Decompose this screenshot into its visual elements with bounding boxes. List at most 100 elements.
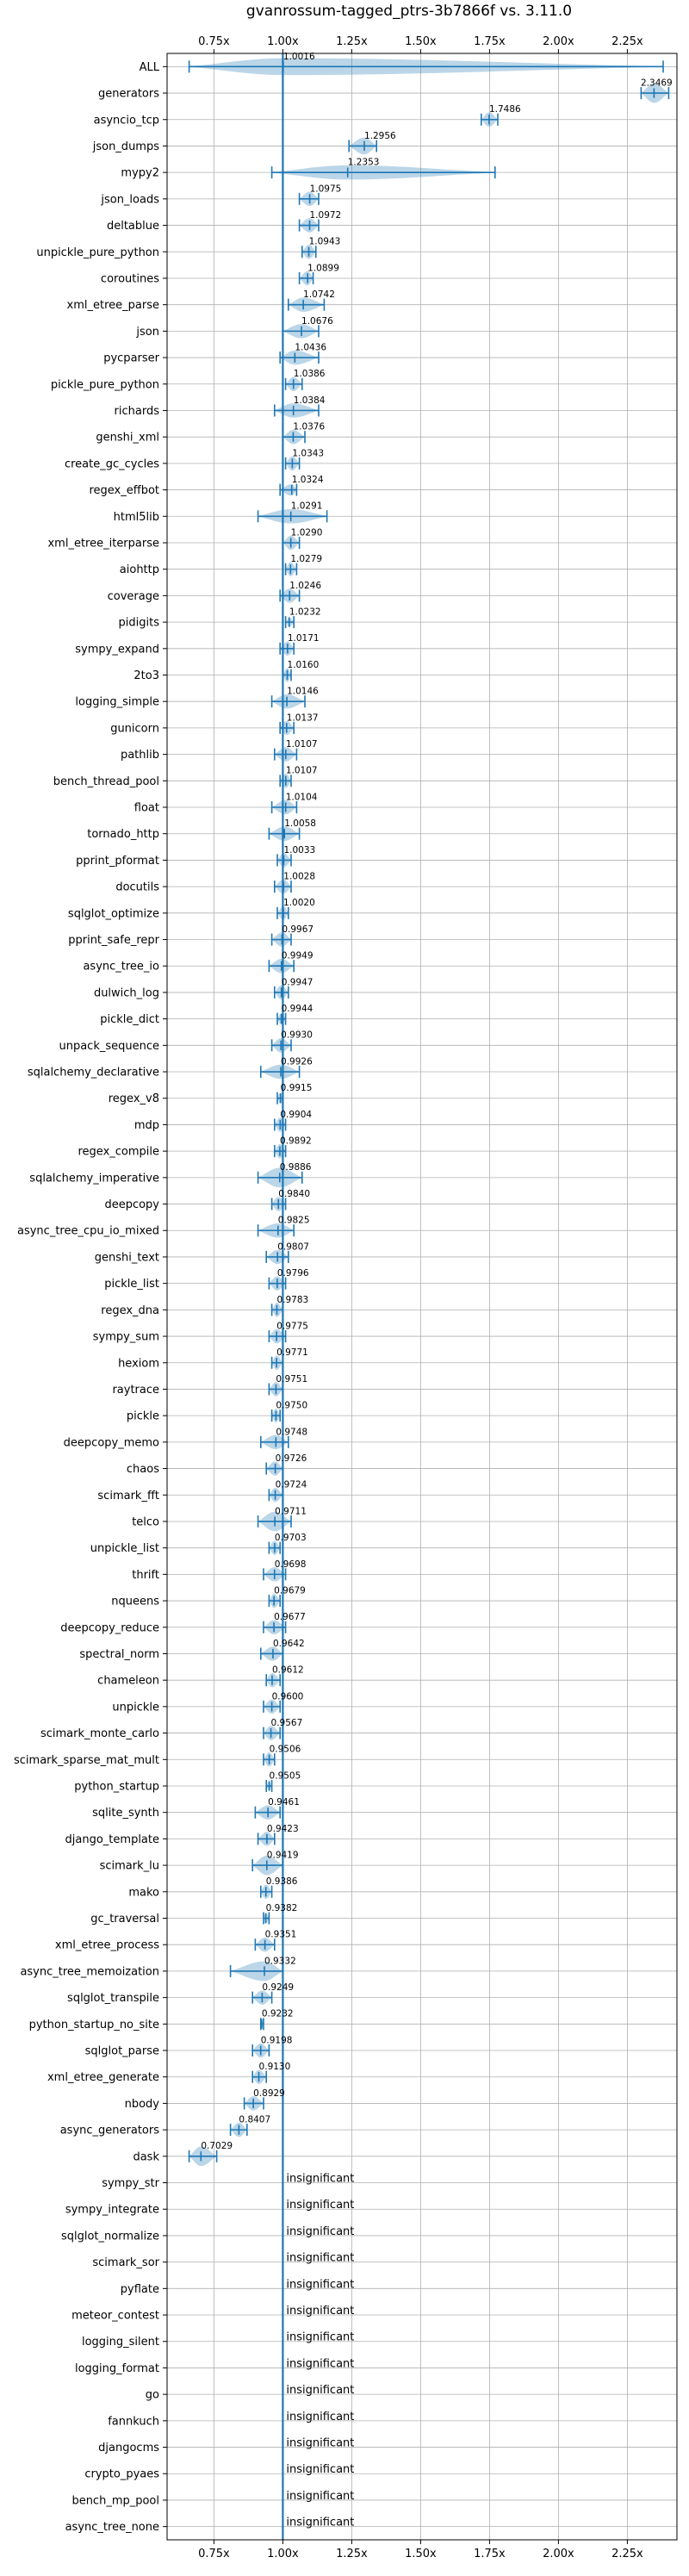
y-tick-label: async_generators xyxy=(60,2125,160,2137)
data-label: 0.9930 xyxy=(281,1030,313,1041)
data-label: 0.8929 xyxy=(253,2088,285,2099)
y-tick-label: unpickle_list xyxy=(90,1542,159,1555)
insignificant-label: insignificant xyxy=(286,2225,354,2238)
data-label: 0.9703 xyxy=(275,1533,307,1543)
y-tick-label: deepcopy_reduce xyxy=(60,1621,159,1634)
data-label: 0.9505 xyxy=(270,1770,301,1781)
data-label: 1.0160 xyxy=(288,660,320,670)
data-label: 0.9386 xyxy=(266,1876,298,1887)
x-axis: 0.75x 0.75x 1.00x 1.00x 1.25x 1.25x 1.50x 1.50x… xyxy=(198,35,643,2560)
violins xyxy=(189,58,669,2167)
y-tick-label: pathlib xyxy=(121,749,159,762)
y-tick-label: scimark_sparse_mat_mult xyxy=(14,1754,159,1767)
y-tick-label: html5lib xyxy=(114,511,159,524)
y-tick-label: sympy_str xyxy=(102,2177,159,2190)
data-label: 1.2956 xyxy=(364,131,396,141)
y-tick-label: sympy_integrate xyxy=(65,2204,159,2217)
data-label: 0.9382 xyxy=(266,1903,298,1913)
y-tick-label: unpickle xyxy=(112,1701,159,1714)
y-tick-label: pidigits xyxy=(119,617,160,630)
y-tick-label: python_startup xyxy=(74,1780,159,1793)
data-label: 1.0107 xyxy=(286,739,318,750)
data-label: 1.0742 xyxy=(303,289,335,300)
data-label: 0.9130 xyxy=(259,2062,291,2072)
insignificant-label: insignificant xyxy=(286,2199,354,2212)
y-tick-label: pickle_pure_python xyxy=(51,378,159,391)
y-tick-label: generators xyxy=(98,88,159,101)
data-label: 1.0676 xyxy=(301,316,333,327)
data-label: 1.0171 xyxy=(288,633,320,644)
y-tick-label: float xyxy=(134,802,159,815)
y-tick-label: 2to3 xyxy=(133,669,159,682)
data-labels: 1.0016 2.3469 1.7486 1.2956 1.2353 1.0975 1.09… xyxy=(201,52,672,2529)
y-tick-label: djangocms xyxy=(98,2442,159,2455)
data-label: 1.0376 xyxy=(293,422,325,432)
insignificant-label: insignificant xyxy=(286,2173,354,2186)
y-tick-label: sqlglot_normalize xyxy=(61,2230,159,2243)
y-tick-label: docutils xyxy=(115,881,159,894)
grid xyxy=(167,53,677,2540)
x-tick-label-bottom: 0.75x xyxy=(198,2548,230,2560)
data-label: 0.9904 xyxy=(280,1110,312,1120)
y-tick-label: mako xyxy=(128,1886,159,1899)
y-tick-label: scimark_sor xyxy=(92,2256,159,2269)
x-tick-label-bottom: 1.25x xyxy=(336,2548,368,2560)
y-tick-label: nqueens xyxy=(111,1596,159,1608)
data-label: 1.0020 xyxy=(283,898,315,908)
y-tick-label: json_loads xyxy=(100,193,159,206)
y-tick-label: scimark_lu xyxy=(100,1860,159,1873)
y-tick-label: json xyxy=(135,326,159,339)
y-tick-label: asyncio_tcp xyxy=(94,114,159,127)
y-tick-label: nbody xyxy=(125,2098,160,2111)
insignificant-label: insignificant xyxy=(286,2305,354,2318)
y-tick-label: regex_dna xyxy=(101,1304,159,1317)
y-tick-label: scimark_fft xyxy=(97,1490,159,1503)
insignificant-label: insignificant xyxy=(286,2252,354,2265)
y-tick-label: bench_mp_pool xyxy=(71,2494,159,2507)
data-label: 0.9419 xyxy=(267,1850,299,1860)
y-tick-label: chaos xyxy=(127,1463,159,1476)
data-label: 0.9612 xyxy=(272,1665,304,1676)
y-tick-label: pycparser xyxy=(103,352,159,365)
y-tick-label: aiohttp xyxy=(120,563,159,576)
data-label: 2.3469 xyxy=(641,78,673,88)
y-tick-label: sqlglot_optimize xyxy=(68,907,159,920)
data-label: 1.0975 xyxy=(310,184,342,194)
data-label: 1.0028 xyxy=(283,872,315,882)
y-tick-label: json_dumps xyxy=(92,140,159,153)
data-label: 0.9711 xyxy=(275,1506,307,1516)
y-tick-label: sympy_sum xyxy=(93,1331,159,1344)
y-tick-label: regex_effbot xyxy=(89,484,159,497)
x-tick-label-bottom: 1.00x xyxy=(267,2548,299,2560)
data-label: 0.9748 xyxy=(276,1427,307,1437)
y-tick-label: sqlglot_parse xyxy=(85,2045,159,2058)
data-label: 1.2353 xyxy=(348,158,380,168)
y-tick-label: sqlalchemy_declarative xyxy=(28,1067,159,1080)
y-tick-label: genshi_xml xyxy=(96,432,159,445)
y-tick-label: xml_etree_parse xyxy=(67,299,159,312)
y-tick-label: fannkuch xyxy=(108,2415,159,2428)
y-tick-label: xml_etree_iterparse xyxy=(47,537,159,550)
y-tick-label: coverage xyxy=(108,590,159,603)
y-tick-label: raytrace xyxy=(112,1384,159,1397)
y-tick-label: pickle xyxy=(127,1410,159,1423)
data-label: 0.9567 xyxy=(271,1718,303,1728)
y-tick-label: hexiom xyxy=(118,1357,159,1370)
data-label: 1.0386 xyxy=(294,369,326,379)
data-label: 1.0016 xyxy=(283,52,315,62)
y-tick-label: sympy_expand xyxy=(75,643,159,656)
y-tick-label: telco xyxy=(132,1515,159,1528)
data-label: 0.9461 xyxy=(268,1797,300,1808)
y-tick-label: logging_simple xyxy=(75,696,159,709)
data-label: 0.9423 xyxy=(267,1824,299,1834)
y-tick-label: regex_compile xyxy=(78,1146,159,1159)
x-tick-label-top: 2.00x xyxy=(543,35,574,48)
y-tick-label: python_startup_no_site xyxy=(29,2019,159,2032)
data-label: 0.9771 xyxy=(276,1347,308,1358)
data-label: 0.9332 xyxy=(264,1956,296,1966)
data-label: 1.0291 xyxy=(291,501,323,512)
y-tick-label: chameleon xyxy=(97,1675,159,1688)
data-label: 0.9249 xyxy=(262,1982,294,1993)
insignificant-label: insignificant xyxy=(286,2437,354,2450)
y-tick-label: create_gc_cycles xyxy=(65,457,159,470)
